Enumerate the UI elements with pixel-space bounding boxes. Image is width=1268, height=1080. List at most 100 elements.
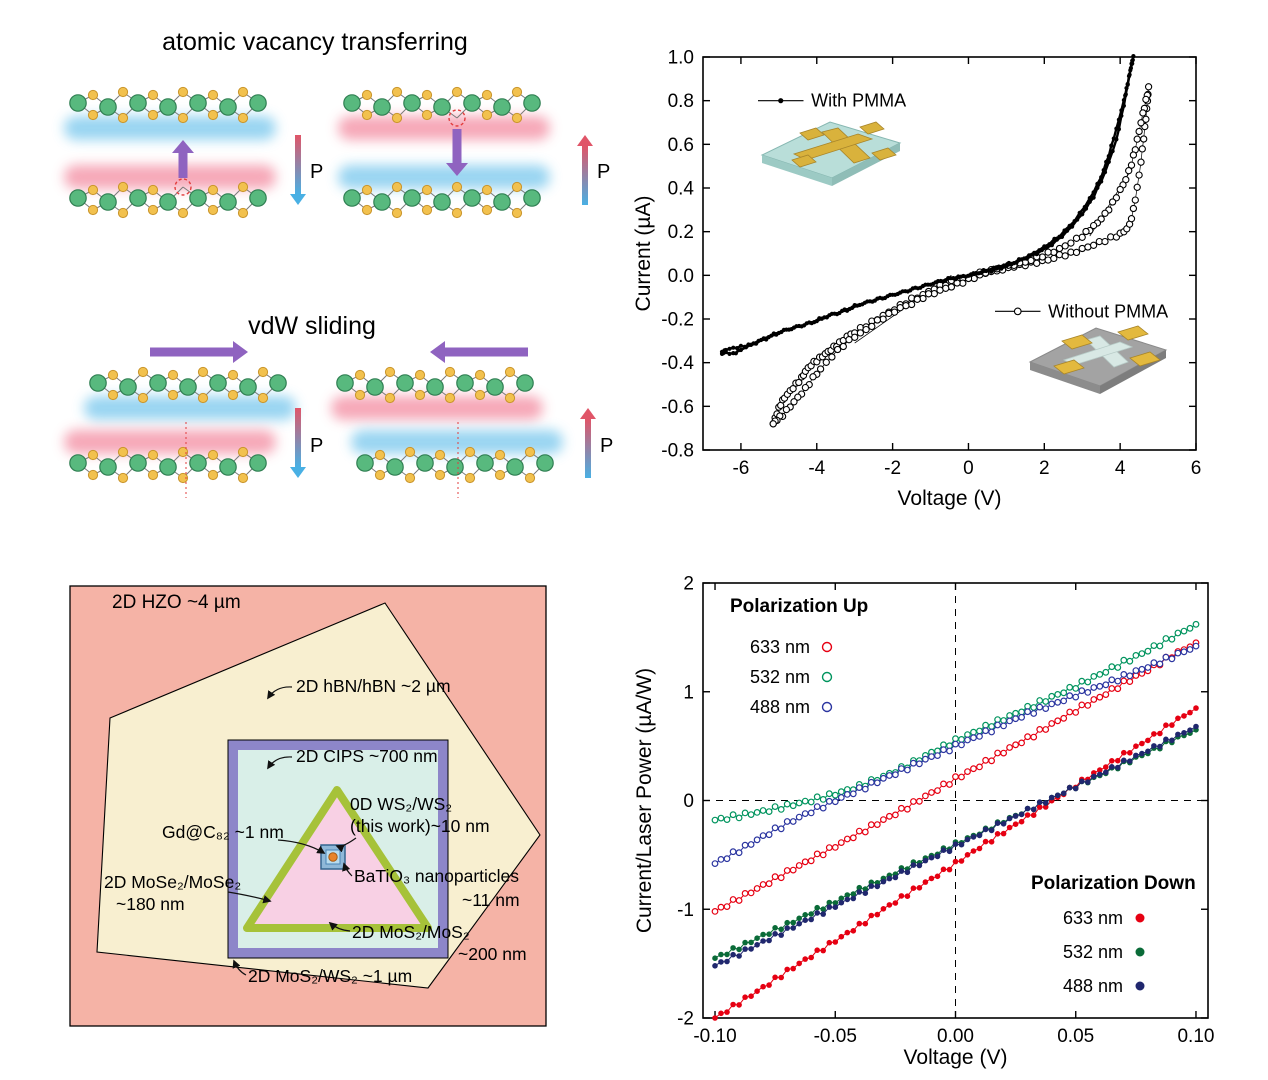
metal-atom (159, 193, 177, 211)
chalcogen-atom (421, 184, 433, 196)
legend-label-up: 532 nm (750, 667, 810, 687)
batio3-label-line1: BaTiO₃ nanoparticles (354, 866, 519, 886)
chalcogen-atom (464, 446, 476, 458)
metal-atom (536, 454, 554, 472)
chalcogen-atom (107, 369, 119, 381)
polarization-arrowhead (577, 135, 593, 146)
monolayer-lattice (89, 366, 287, 404)
polarization-arrowhead (290, 467, 306, 478)
chalcogen-atom (421, 204, 433, 216)
metal-atom (159, 98, 177, 116)
charge-glow (64, 116, 276, 140)
chalcogen-atom (137, 392, 149, 404)
vacancy-dashed-circle (448, 109, 466, 127)
y-tick-label: -1 (677, 900, 694, 921)
charge-glow (338, 165, 550, 189)
charge-glow (351, 430, 563, 454)
metal-atom (506, 458, 524, 476)
metal-atom (69, 189, 87, 207)
chalcogen-atom (391, 181, 403, 193)
without-pmma-legend-label: Without PMMA (1048, 301, 1168, 321)
chalcogen-atom (257, 392, 269, 404)
chalcogen-atom (237, 472, 249, 484)
chalcogen-atom (237, 207, 249, 219)
chalcogen-atom (524, 446, 536, 458)
metal-atom (373, 98, 391, 116)
metal-atom (149, 374, 167, 392)
chalcogen-atom (167, 389, 179, 401)
chalcogen-atom (451, 181, 463, 193)
sliding-arrow (150, 341, 248, 363)
metal-atom (249, 189, 267, 207)
vacancy-dashed-circle (174, 178, 192, 196)
series-polarization-up-488-nm (711, 642, 1200, 868)
metal-atom (219, 458, 237, 476)
gold-electrode (799, 127, 825, 141)
series-polarization-down-488-nm (712, 723, 1199, 969)
mos2mos2-size-label: ~200 nm (458, 944, 527, 964)
metal-atom (523, 189, 541, 207)
chalcogen-atom (237, 446, 249, 458)
batio3-label-line2: ~11 nm (462, 890, 520, 910)
chalcogen-atom (227, 389, 239, 401)
chalcogen-atom (391, 112, 403, 124)
panel-b-iv-chart: -6 -4 -2 0 2 4 6 -0.8 -0.6 -0.4 -0.2 0.0 0.2 0.4 0.6 0.… (632, 0, 1268, 540)
gd-label: Gd@C₈₂ ~1 nm (162, 822, 284, 842)
chalcogen-atom (237, 181, 249, 193)
chalcogen-atom (391, 207, 403, 219)
charge-glow (338, 116, 550, 140)
chalcogen-atom (147, 184, 159, 196)
metal-atom (99, 458, 117, 476)
metal-atom (219, 98, 237, 116)
chalcogen-atom (117, 446, 129, 458)
polarization-label-3: P (310, 435, 323, 457)
polarization-arrow (585, 419, 591, 478)
metal-atom (189, 454, 207, 472)
chalcogen-atom (87, 469, 99, 481)
chalcogen-atom (361, 184, 373, 196)
ws2-label-line1: 0D WS₂/WS₂ (350, 794, 452, 814)
y-axis-label: Current (µA) (634, 196, 655, 312)
x-tick-label: 6 (1191, 458, 1202, 479)
monolayer-lattice (69, 181, 267, 219)
chalcogen-atom (147, 109, 159, 121)
legend-label-up: 488 nm (750, 697, 810, 717)
gold-pad (1129, 351, 1161, 367)
metal-atom (456, 374, 474, 392)
chalcogen-atom (361, 89, 373, 101)
metal-atom (129, 189, 147, 207)
x-axis-label: Voltage (V) (904, 1046, 1008, 1069)
metal-atom (343, 189, 361, 207)
chalcogen-atom (481, 89, 493, 101)
metal-atom (426, 378, 444, 396)
chalcogen-atom (147, 469, 159, 481)
x-tick-label: 2 (1039, 458, 1050, 479)
y-tick-label: 0.4 (668, 179, 695, 200)
chalcogen-atom (197, 392, 209, 404)
device-inset-without-pmma (1028, 325, 1168, 394)
chalcogen-atom (227, 369, 239, 381)
legend-marker-open (821, 641, 833, 653)
y-tick-label: -0.6 (661, 397, 694, 418)
chalcogen-atom (421, 109, 433, 121)
chalcogen-atom (451, 207, 463, 219)
monolayer-lattice (336, 366, 534, 404)
gold-electrode (871, 147, 897, 161)
metal-atom (403, 94, 421, 112)
mose2-leader-arrow (227, 891, 272, 904)
x-tick-label: 0.05 (1057, 1026, 1094, 1047)
legend-label-down: 532 nm (1063, 942, 1123, 962)
metal-atom (476, 454, 494, 472)
polarization-down-label: Polarization Down (1031, 873, 1196, 894)
hbn-leader-arrow (267, 686, 293, 700)
mos2ws2-label: 2D MoS₂/WS₂ ~1 µm (248, 966, 412, 986)
monolayer-lattice (69, 446, 267, 484)
metal-atom (219, 193, 237, 211)
metal-atom (366, 378, 384, 396)
metal-atom (89, 374, 107, 392)
vdw-sliding-title: vdW sliding (248, 312, 376, 340)
chalcogen-atom (494, 449, 506, 461)
metal-atom (129, 454, 147, 472)
charge-glow (331, 396, 543, 420)
